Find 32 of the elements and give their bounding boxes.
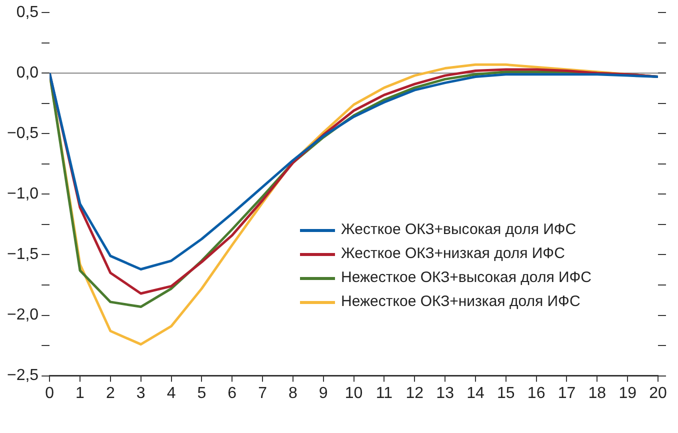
y-tick-label: 0,5 xyxy=(16,4,39,22)
legend-label: Жесткое ОКЗ+высокая доля ИФС xyxy=(341,220,576,240)
x-tick-label: 17 xyxy=(558,385,576,402)
x-tick-label: 20 xyxy=(649,385,667,402)
x-tick-label: 2 xyxy=(106,385,115,402)
x-tick-label: 6 xyxy=(228,385,237,402)
x-tick-label: 19 xyxy=(618,385,637,402)
x-tick-label: 15 xyxy=(497,385,515,402)
x-tick-label: 4 xyxy=(166,385,176,402)
x-tick-label: 11 xyxy=(376,385,393,402)
y-tick-label: −2,0 xyxy=(6,306,39,324)
x-tick-label: 9 xyxy=(318,385,328,402)
legend-label: Нежесткое ОКЗ+низкая доля ИФС xyxy=(341,292,580,312)
y-tick-label: 0,0 xyxy=(16,64,39,82)
x-tick-label: 1 xyxy=(76,385,85,402)
x-tick-label: 7 xyxy=(258,385,268,402)
y-tick-label: −1,5 xyxy=(6,246,39,264)
legend-label: Жесткое ОКЗ+низкая доля ИФС xyxy=(341,244,565,264)
y-tick-label: −1,0 xyxy=(6,186,39,203)
x-tick-label: 3 xyxy=(136,385,146,402)
x-tick-label: 13 xyxy=(436,385,454,402)
legend-label: Нежесткое ОКЗ+высокая доля ИФС xyxy=(341,268,592,288)
x-tick-label: 10 xyxy=(344,385,363,402)
y-tick-label: −0,5 xyxy=(6,125,39,142)
x-tick-label: 0 xyxy=(45,385,54,402)
x-tick-label: 16 xyxy=(527,385,546,402)
x-tick-label: 14 xyxy=(466,385,484,402)
y-tick-label: −2,5 xyxy=(6,367,39,384)
x-tick-label: 5 xyxy=(197,385,206,402)
x-tick-label: 18 xyxy=(588,385,606,402)
x-tick-label: 8 xyxy=(288,385,298,402)
x-tick-label: 12 xyxy=(406,385,424,402)
